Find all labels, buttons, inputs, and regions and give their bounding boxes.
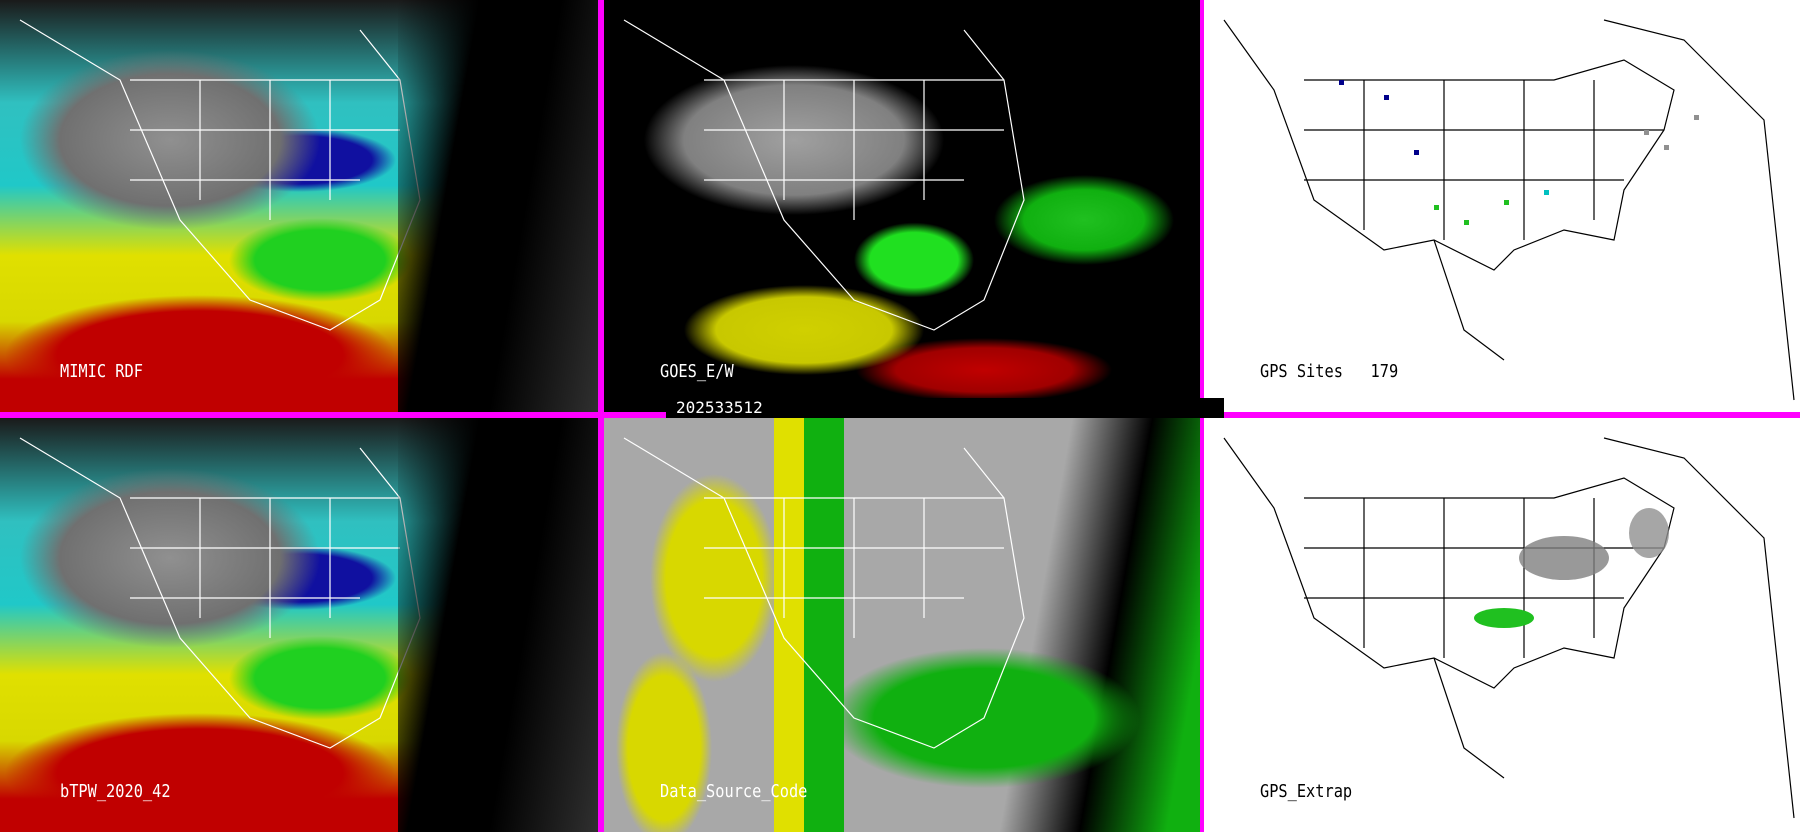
gps-site-marker xyxy=(1414,150,1419,155)
gps-site-marker xyxy=(1694,115,1699,120)
panel-label: GPS_Extrap xyxy=(1260,781,1353,802)
map-outline xyxy=(623,437,1025,749)
map-outline xyxy=(623,19,1025,331)
panel-label: GOES_E/W xyxy=(660,361,734,382)
gps-site-marker xyxy=(1464,220,1469,225)
gps-site-marker xyxy=(1339,80,1344,85)
panel-gps-sites: GPS Sites 179 xyxy=(1204,0,1800,412)
map-outline xyxy=(1223,437,1795,819)
gps-site-marker xyxy=(1434,205,1439,210)
panel-goes-ew: GOES_E/W xyxy=(604,0,1200,412)
gps-sites-label: GPS Sites xyxy=(1260,361,1343,382)
gps-site-marker xyxy=(1644,130,1649,135)
panel-label: MIMIC RDF xyxy=(60,361,143,382)
gps-site-marker xyxy=(1384,95,1389,100)
gps-site-marker xyxy=(1544,190,1549,195)
panel-gps-extrap: GPS_Extrap xyxy=(1204,418,1800,832)
gps-sites-count: 179 xyxy=(1370,361,1399,382)
panel-mimic-rdf: MIMIC RDF xyxy=(0,0,598,412)
panel-label: GPS Sites 179 xyxy=(1260,361,1398,382)
panel-label: Data_Source_Code xyxy=(660,781,808,802)
map-outline xyxy=(1223,19,1795,401)
map-outline xyxy=(19,19,421,331)
gps-site-marker xyxy=(1504,200,1509,205)
gps-site-marker xyxy=(1664,145,1669,150)
panel-btpw: bTPW_2020_42 xyxy=(0,418,598,832)
map-outline xyxy=(19,437,421,749)
panel-data-source-code: Data_Source_Code xyxy=(604,418,1200,832)
panel-label: bTPW_2020_42 xyxy=(60,781,171,802)
timestamp-bar: 202533512 xyxy=(666,398,1224,418)
